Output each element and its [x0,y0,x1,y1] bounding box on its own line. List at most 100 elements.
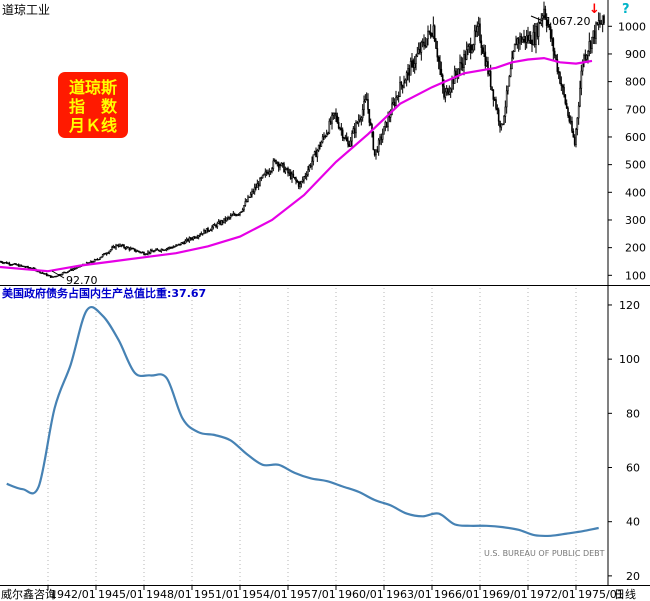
candle-body [399,81,401,97]
candle-body [99,257,101,260]
candle-body [124,247,127,249]
candle-body [333,112,336,115]
candle-body [391,103,393,115]
candle-body [288,172,291,174]
candle-body [396,95,399,98]
candle-body [335,112,337,117]
candle-body [324,135,327,138]
candle-body [179,243,181,246]
candle-body [95,259,97,261]
top-y-tick-label: 800 [625,76,646,89]
candle-body [275,159,277,164]
candle-body [145,253,148,255]
candle-body [535,26,537,45]
candle-body [599,20,601,24]
candle-body [195,237,197,239]
candle-body [41,272,44,274]
candle-body [292,173,295,178]
candle-body [237,213,240,216]
candle-body [571,120,573,132]
candle-body [40,272,43,274]
candle-body [317,144,320,151]
candle-body [484,51,487,67]
candle-body [549,26,552,39]
candle-body [143,252,145,255]
candle-body [496,108,499,111]
candle-body [181,242,184,244]
candle-body [527,35,529,41]
candle-body [417,48,420,54]
x-tick-label: 1963/01 [386,588,432,601]
candle-body [343,137,345,139]
candle-body [587,51,589,56]
candle-body [153,250,156,253]
candle-body [281,162,284,165]
candle-body [517,38,520,44]
candle-body [589,41,592,49]
candle-body [160,249,163,252]
top-y-tick-label: 900 [625,48,646,61]
candle-body [475,30,477,33]
candle-body [203,229,205,235]
candle-body [87,262,89,264]
candle-body [544,8,547,19]
candle-body [451,79,453,90]
high-annotation-leader [530,15,544,22]
candle-body [541,15,544,19]
candle-body [92,261,95,263]
candle-body [329,120,332,124]
candle-body [248,196,251,198]
candle-body [588,41,591,52]
candle-body [500,123,503,128]
candle-body [132,248,135,250]
candle-body [32,267,35,270]
candle-body [28,267,31,269]
candle-body [8,262,11,265]
candle-body [308,165,311,171]
candle-body [505,90,508,108]
candle-body [216,222,219,228]
candle-body [591,36,593,49]
candle-body [421,41,424,44]
candle-body [404,79,407,84]
candle-body [385,121,388,128]
candle-body [283,163,285,173]
bottom-y-tick-label: 120 [619,299,640,312]
top-title: 道琼工业 [2,2,50,17]
candle-body [191,238,193,241]
candle-body [117,245,120,247]
candle-body [416,52,419,57]
candle-body [337,122,340,129]
candle-body [400,81,403,86]
candle-body [560,83,563,86]
candle-body [156,248,159,251]
candle-body [569,120,572,123]
candle-body [357,119,360,124]
candle-body [573,136,576,145]
candle-body [149,250,152,254]
candle-body [121,244,124,247]
candle-body [397,95,400,97]
candle-body [552,38,555,52]
candle-body [115,244,117,249]
candle-body [265,171,268,174]
candle-body [447,88,449,95]
candle-body [443,85,445,98]
candle-body [291,173,293,179]
candle-body [507,85,509,92]
candle-body [64,271,67,274]
top-y-tick-label: 300 [625,214,646,227]
candle-body [207,228,209,232]
candle-body [296,180,299,183]
candle-body [47,274,49,277]
candle-body [555,54,557,60]
candle-body [204,229,207,234]
candle-body [320,141,323,147]
footer-right: 日线 [614,587,636,601]
candle-body [459,62,461,70]
candle-body [504,106,507,117]
candle-body [556,59,559,72]
candle-body [481,47,484,54]
candle-body [572,130,575,138]
down-marker-icon: ↓ [589,2,600,17]
